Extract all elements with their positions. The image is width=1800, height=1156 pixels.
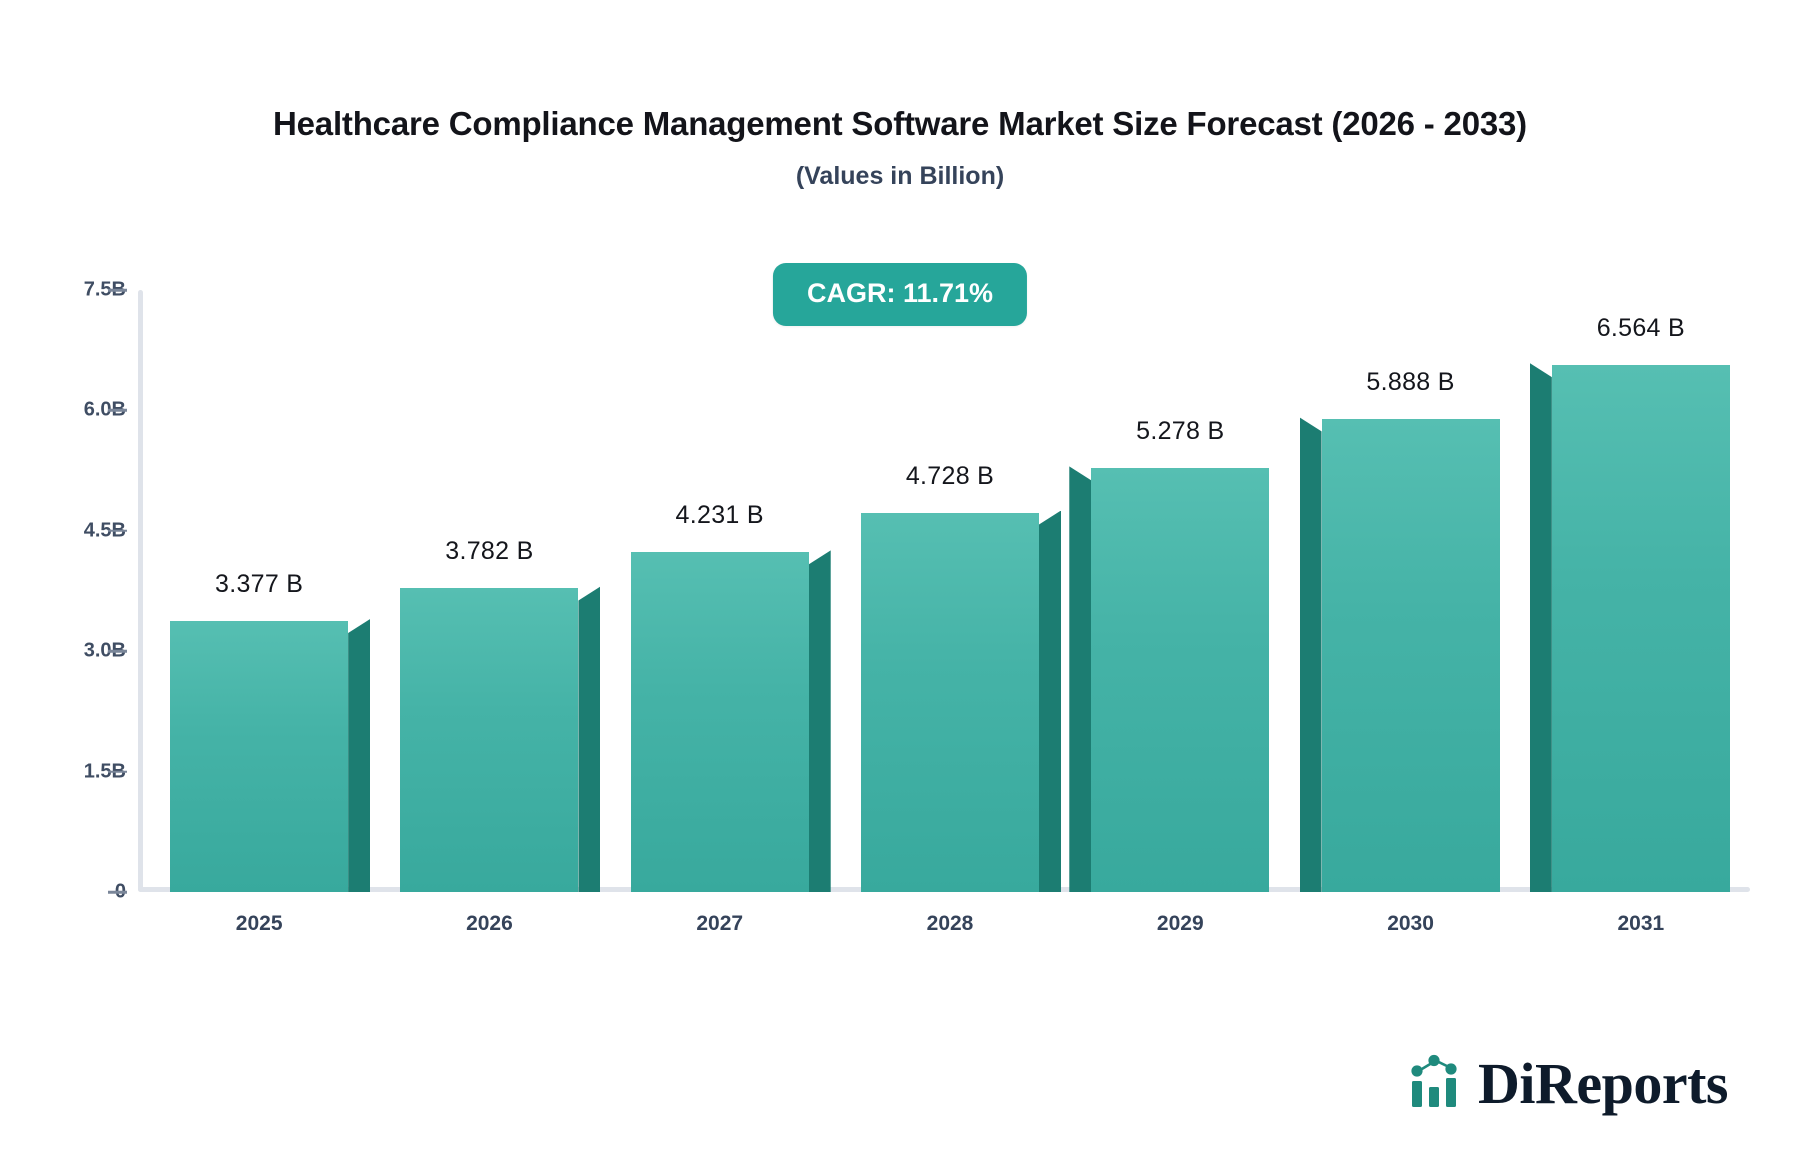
bar-2027: 4.231 B [630,501,831,892]
bar-2031: 6.564 B [1529,314,1730,892]
bar-value-label: 5.278 B [1136,417,1225,446]
bar-side-face [578,586,601,892]
x-axis-tick-label: 2026 [466,912,513,935]
bar-value-label: 4.728 B [905,461,995,490]
plot-area: 01.5B3.0B4.5B6.0B7.5B 3.377 B3.782 B4.23… [84,279,1750,935]
y-axis-tick-mark [108,288,127,292]
y-axis-tick-label: 6.0B [83,398,126,421]
bar-value-label: 6.564 B [1596,314,1685,343]
page-title: Healthcare Compliance Management Softwar… [273,105,1527,142]
bar-side-face [1039,510,1061,892]
bar-front-face [861,512,1039,892]
bar-2030: 5.888 B [1299,368,1500,892]
y-axis-tick-mark [108,649,127,653]
bar-value-label: 3.782 B [445,537,534,566]
y-axis-tick-mark [108,529,127,533]
bar-front-face [1321,419,1500,892]
bar-2029: 5.278 B [1069,417,1270,892]
bar-side-face [348,618,371,892]
x-axis-tick-label: 2028 [926,912,974,935]
bar-front-face [630,552,809,892]
bar-chart-logo-icon [1410,1053,1472,1114]
bar-side-face [808,550,831,892]
y-axis-tick-label: 7.5B [83,278,126,301]
bar-2025: 3.377 B [170,570,371,892]
title-block: Healthcare Compliance Management Softwar… [0,104,1800,191]
x-axis-tick-label: 2030 [1387,912,1434,935]
bar-value-label: 4.231 B [675,501,764,530]
x-axis-tick-label: 2031 [1617,912,1665,935]
y-axis-tick-label: 4.5B [83,519,126,542]
bar-side-face [1069,466,1092,892]
bar-side-face [1299,417,1322,892]
y-axis-tick-label: 1.5B [83,760,126,783]
bar-series: 3.377 B 3.782 B 4.231 B 4.728 B 5.278 B 5.888… [138,290,1750,892]
y-axis-tick-mark [108,409,127,412]
x-axis-tick-label: 2027 [696,912,744,935]
cagr-badge: CAGR: 11.71% [772,263,1028,326]
logo-text: DiReports [1477,1050,1729,1116]
bar-front-face [400,588,579,892]
y-axis-line [138,290,143,892]
bar-value-label: 5.888 B [1366,368,1455,397]
bar-side-face [1529,363,1552,892]
direports-logo: DiReports [1410,1050,1729,1116]
x-axis-tick-label: 2025 [235,912,283,935]
bar-2026: 3.782 B [400,537,601,892]
bar-front-face [1091,468,1270,892]
bar-value-label: 3.377 B [214,569,304,598]
y-axis-tick-mark [108,770,127,773]
y-axis-tick-mark [108,890,127,894]
x-axis-tick-label: 2029 [1156,912,1204,935]
chart-subtitle: (Values in Billion) [795,161,1005,190]
bar-2028: 4.728 B [861,462,1061,892]
bar-front-face [170,620,349,892]
bar-front-face [1551,365,1730,892]
y-axis-tick-label: 3.0B [83,639,126,662]
